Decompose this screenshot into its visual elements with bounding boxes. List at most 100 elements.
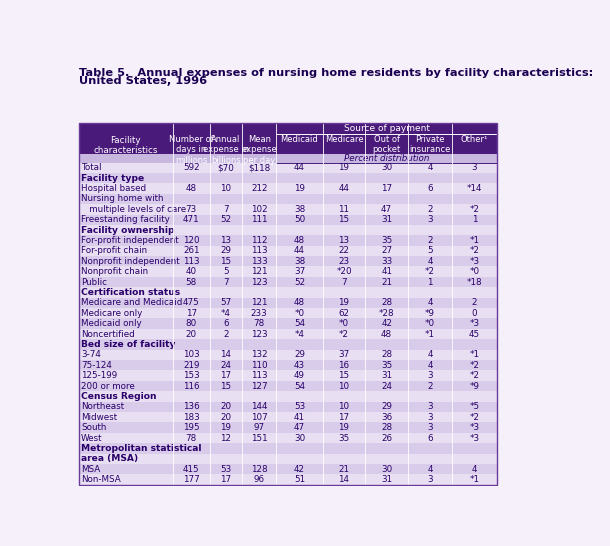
FancyBboxPatch shape [79, 123, 497, 154]
Text: 49: 49 [294, 371, 305, 380]
Text: Mean
expense
per day: Mean expense per day [242, 135, 277, 165]
Text: 4: 4 [427, 257, 432, 266]
Text: 111: 111 [251, 215, 267, 224]
Text: *18: *18 [467, 277, 483, 287]
Text: 12: 12 [220, 434, 231, 442]
Text: *2: *2 [470, 205, 479, 214]
Text: 3: 3 [472, 163, 478, 172]
FancyBboxPatch shape [79, 277, 497, 287]
Text: 4: 4 [427, 351, 432, 359]
Text: 35: 35 [381, 361, 392, 370]
Text: 44: 44 [339, 184, 350, 193]
FancyBboxPatch shape [79, 474, 497, 485]
Text: 3: 3 [427, 215, 433, 224]
Text: 97: 97 [254, 423, 265, 432]
Text: 153: 153 [183, 371, 199, 380]
FancyBboxPatch shape [79, 204, 497, 215]
Text: *20: *20 [336, 267, 352, 276]
Text: 14: 14 [339, 475, 350, 484]
Text: 42: 42 [294, 465, 305, 474]
Text: Nursing home with: Nursing home with [81, 194, 163, 204]
Text: 30: 30 [294, 434, 305, 442]
Text: 44: 44 [294, 246, 305, 256]
Text: 58: 58 [185, 277, 197, 287]
Text: 10: 10 [339, 402, 350, 411]
Text: 38: 38 [294, 257, 305, 266]
Text: 2: 2 [223, 330, 229, 339]
Text: 177: 177 [183, 475, 199, 484]
Text: Medicare and Medicaid: Medicare and Medicaid [81, 298, 182, 307]
Text: 121: 121 [251, 298, 267, 307]
Text: 54: 54 [294, 319, 305, 328]
Text: Medicaid: Medicaid [281, 135, 318, 144]
Text: 47: 47 [381, 205, 392, 214]
Text: 35: 35 [381, 236, 392, 245]
Text: 78: 78 [254, 319, 265, 328]
Text: 475: 475 [183, 298, 199, 307]
Text: 96: 96 [254, 475, 265, 484]
Text: 7: 7 [223, 205, 229, 214]
Text: 24: 24 [220, 361, 231, 370]
Text: 261: 261 [183, 246, 199, 256]
Text: Facility type: Facility type [81, 174, 144, 182]
Text: $118: $118 [248, 163, 270, 172]
Text: 26: 26 [381, 434, 392, 442]
Text: 7: 7 [341, 277, 347, 287]
FancyBboxPatch shape [79, 360, 497, 370]
Text: *3: *3 [470, 257, 479, 266]
Text: 16: 16 [339, 361, 350, 370]
Text: 41: 41 [294, 413, 305, 422]
Text: Certification status: Certification status [81, 288, 180, 297]
Text: 6: 6 [427, 434, 432, 442]
Text: Annual
expense in
billions: Annual expense in billions [203, 135, 249, 165]
Text: 45: 45 [469, 330, 480, 339]
Text: Midwest: Midwest [81, 413, 117, 422]
Text: 200 or more: 200 or more [81, 382, 135, 390]
Text: *3: *3 [470, 319, 479, 328]
Text: *4: *4 [295, 330, 304, 339]
FancyBboxPatch shape [79, 163, 497, 173]
Text: 28: 28 [381, 423, 392, 432]
Text: 37: 37 [294, 267, 305, 276]
FancyBboxPatch shape [79, 154, 497, 163]
Text: 20: 20 [186, 330, 197, 339]
Text: 6: 6 [223, 319, 229, 328]
Text: 2: 2 [427, 205, 432, 214]
FancyBboxPatch shape [79, 256, 497, 266]
Text: $70: $70 [217, 163, 234, 172]
Text: *9: *9 [425, 309, 435, 318]
Text: *1: *1 [470, 351, 479, 359]
Text: 10: 10 [339, 382, 350, 390]
Text: Total: Total [81, 163, 101, 172]
Text: Other¹: Other¹ [461, 135, 488, 144]
Text: 80: 80 [185, 319, 197, 328]
Text: 10: 10 [220, 184, 231, 193]
Text: 19: 19 [339, 423, 350, 432]
Text: Private
insurance: Private insurance [409, 135, 451, 154]
Text: 35: 35 [339, 434, 350, 442]
Text: *9: *9 [470, 382, 479, 390]
Text: 11: 11 [339, 205, 350, 214]
Text: 107: 107 [251, 413, 268, 422]
Text: *2: *2 [470, 413, 479, 422]
Text: 57: 57 [220, 298, 231, 307]
Text: 33: 33 [381, 257, 392, 266]
Text: 3: 3 [427, 371, 433, 380]
FancyBboxPatch shape [79, 287, 497, 298]
Text: 136: 136 [183, 402, 199, 411]
Text: *0: *0 [425, 319, 435, 328]
Text: 17: 17 [220, 475, 231, 484]
FancyBboxPatch shape [79, 433, 497, 443]
Text: 48: 48 [381, 330, 392, 339]
Text: 62: 62 [339, 309, 350, 318]
Text: Census Region: Census Region [81, 392, 156, 401]
Text: 29: 29 [220, 246, 231, 256]
Text: 102: 102 [251, 205, 267, 214]
Text: Public: Public [81, 277, 107, 287]
Text: Source of payment: Source of payment [343, 124, 429, 133]
FancyBboxPatch shape [79, 454, 497, 464]
Text: Out of
pocket: Out of pocket [373, 135, 401, 154]
Text: 48: 48 [186, 184, 197, 193]
Text: 103: 103 [183, 351, 199, 359]
Text: 15: 15 [339, 371, 350, 380]
